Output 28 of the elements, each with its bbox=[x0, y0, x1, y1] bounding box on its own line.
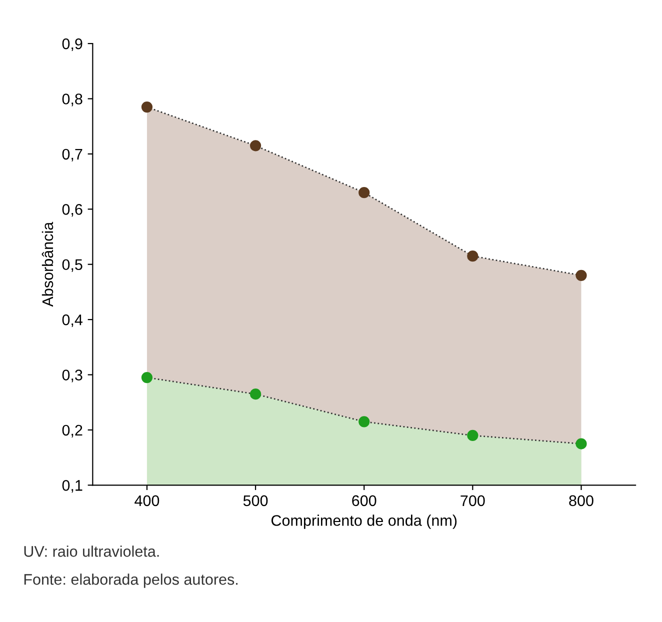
point bbox=[467, 430, 478, 442]
point bbox=[576, 438, 587, 450]
y-tick-label: 0,7 bbox=[62, 148, 82, 162]
x-tick-label: 500 bbox=[243, 495, 268, 506]
point bbox=[141, 101, 153, 113]
text: UV: raio ultravioleta. bbox=[24, 546, 159, 557]
point bbox=[250, 140, 262, 152]
point bbox=[358, 416, 370, 428]
y-axis-title: Absorbância bbox=[42, 222, 54, 307]
source-note: Fonte: elaborada pelos autores. bbox=[24, 574, 238, 588]
y-tick-label: 0,1 bbox=[62, 480, 82, 493]
y-tick-label: 0,8 bbox=[62, 94, 82, 106]
y-tick-label: 0,6 bbox=[62, 204, 82, 217]
y-tick-label: 0,4 bbox=[62, 314, 83, 328]
x-axis-title: Comprimento de onda (nm) bbox=[271, 514, 457, 529]
x-tick-label: 700 bbox=[460, 495, 485, 506]
point bbox=[141, 372, 153, 384]
point bbox=[358, 187, 370, 198]
y-tick-label: 0,9 bbox=[62, 38, 82, 52]
y-tick-label: 0,3 bbox=[62, 370, 82, 382]
x-tick-label: 800 bbox=[569, 495, 594, 506]
point bbox=[467, 250, 478, 262]
x-tick-label: 600 bbox=[352, 495, 376, 506]
y-tick-label: 0,2 bbox=[62, 424, 82, 438]
point bbox=[250, 388, 262, 400]
point bbox=[576, 270, 587, 281]
x-tick-label: 400 bbox=[134, 495, 160, 506]
y-tick-label: 0,5 bbox=[62, 259, 82, 272]
